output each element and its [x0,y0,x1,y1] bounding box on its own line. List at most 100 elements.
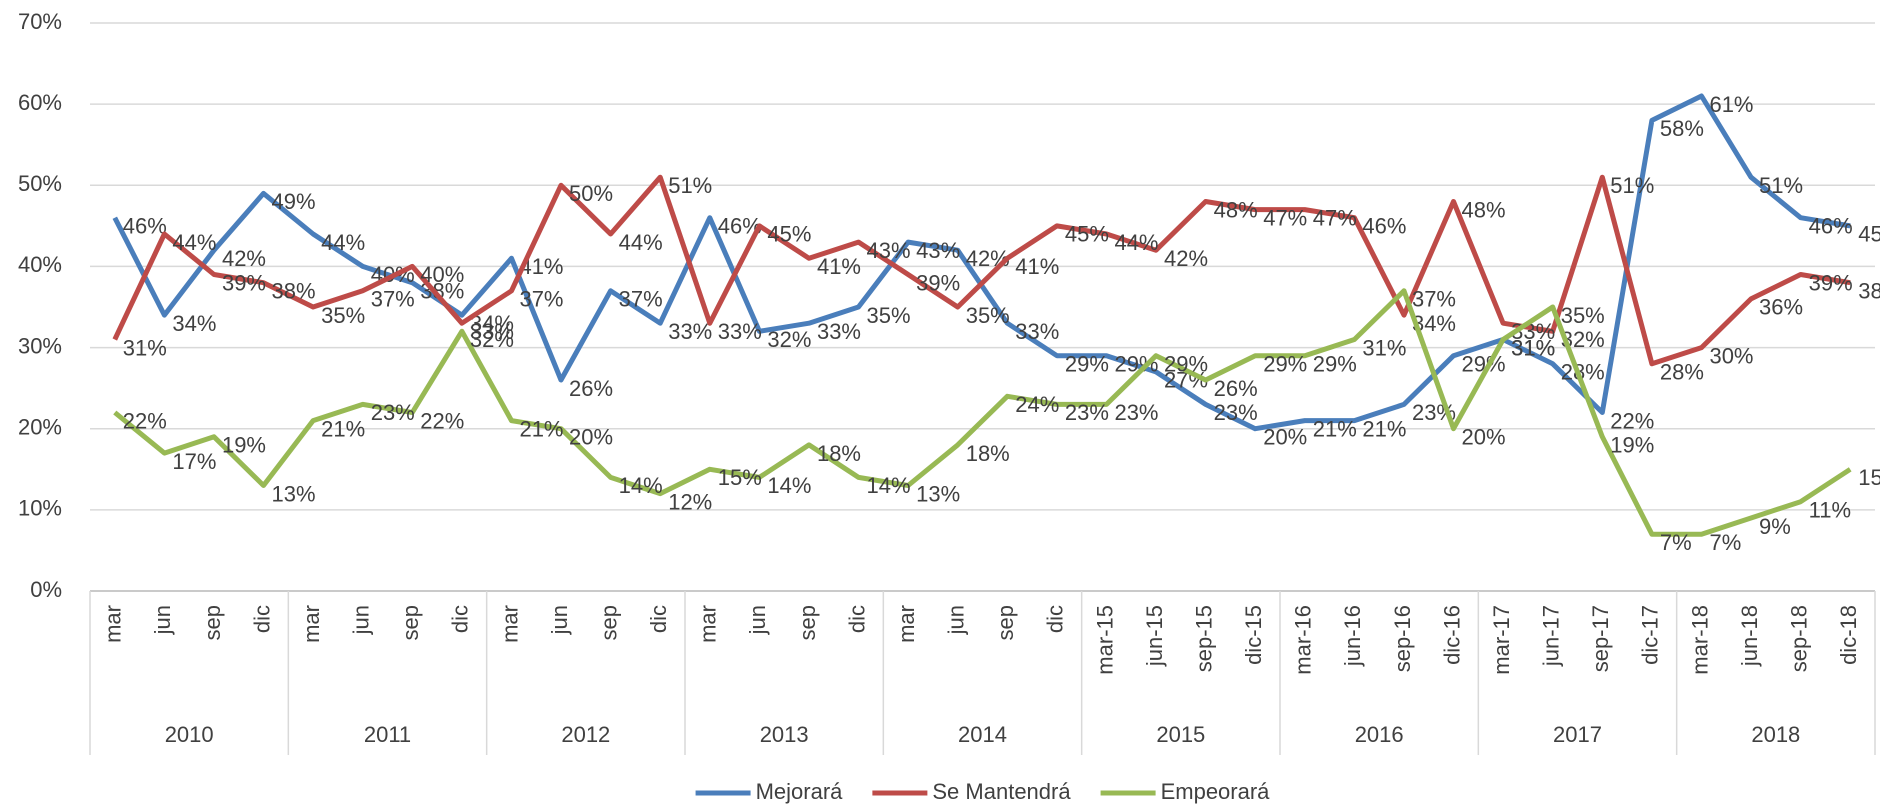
y-tick-label: 40% [18,252,62,277]
y-tick-label: 20% [18,415,62,440]
data-label: 23% [1214,400,1258,425]
x-tick-label: jun [547,605,572,635]
data-label: 22% [123,408,167,433]
x-tick-label: mar-17 [1489,605,1514,675]
data-label: 19% [1610,433,1654,458]
x-tick-label: dic [448,605,473,633]
data-label: 30% [1709,343,1753,368]
data-label: 51% [668,173,712,198]
data-label: 33% [718,319,762,344]
legend-label: Empeorará [1161,779,1271,804]
data-label: 46% [1362,214,1406,239]
data-label: 21% [519,416,563,441]
data-label: 18% [966,441,1010,466]
data-label: 37% [371,287,415,312]
data-label: 21% [1362,416,1406,441]
data-label: 9% [1759,514,1791,539]
data-label: 49% [272,189,316,214]
data-label: 31% [1511,335,1555,360]
x-tick-label: jun [745,605,770,635]
data-label: 15% [1858,465,1880,490]
x-tick-label: sep-18 [1786,605,1811,672]
data-label: 11% [1809,498,1851,523]
data-label: 35% [1561,303,1605,328]
data-label: 33% [668,319,712,344]
data-label: 37% [519,287,563,312]
data-label: 21% [1313,416,1357,441]
legend-item: Empeorará [1100,779,1271,804]
data-label: 36% [1759,295,1803,320]
data-label: 22% [420,408,464,433]
data-label: 19% [222,433,266,458]
data-label: 31% [123,335,167,360]
data-label: 34% [172,311,216,336]
x-tick-label: jun [944,605,969,635]
data-label: 37% [619,287,663,312]
y-tick-label: 60% [18,90,62,115]
data-label: 7% [1660,530,1692,555]
x-tick-label: mar [497,605,522,643]
group-label: 2016 [1355,722,1404,747]
data-label: 51% [1759,173,1803,198]
data-label: 7% [1709,530,1741,555]
data-label: 43% [916,238,960,263]
data-label: 13% [272,481,316,506]
data-label: 44% [619,230,663,255]
x-tick-label: sep-15 [1191,605,1216,672]
x-tick-label: mar [101,605,126,643]
x-tick-label: sep [200,605,225,640]
data-label: 33% [817,319,861,344]
data-label: 12% [668,489,712,514]
x-tick-label: dic-15 [1241,605,1266,665]
data-label: 58% [1660,116,1704,141]
data-label: 45% [1858,222,1880,247]
x-tick-label: sep-16 [1390,605,1415,672]
series-line [112,93,1851,432]
data-label: 47% [1263,205,1307,230]
group-label: 2010 [165,722,214,747]
x-tick-label: sep-17 [1588,605,1613,672]
x-tick-label: dic-18 [1836,605,1861,665]
legend-item: Se Mantendrá [872,779,1071,804]
group-label: 2013 [760,722,809,747]
x-tick-label: jun [349,605,374,635]
group-label: 2017 [1553,722,1602,747]
series-line [112,174,1851,367]
x-tick-label: mar-18 [1687,605,1712,675]
y-tick-label: 10% [18,496,62,521]
data-label: 40% [420,262,464,287]
legend-label: Se Mantendrá [932,779,1071,804]
data-label: 42% [1164,246,1208,271]
x-tick-label: mar-16 [1291,605,1316,675]
data-label: 46% [1809,214,1853,239]
x-tick-label: mar [299,605,324,643]
group-label: 2014 [958,722,1007,747]
x-tick-label: jun-18 [1737,605,1762,667]
data-label: 44% [321,230,365,255]
legend-label: Mejorará [756,779,844,804]
data-label: 48% [1462,197,1506,222]
data-label: 15% [718,465,762,490]
data-label: 23% [1065,400,1109,425]
data-label: 46% [123,214,167,239]
x-tick-label: sep [993,605,1018,640]
x-tick-label: dic [249,605,274,633]
data-label: 24% [1015,392,1059,417]
data-label: 32% [767,327,811,352]
x-tick-label: dic [1043,605,1068,633]
data-label: 35% [966,303,1010,328]
data-label: 51% [1610,173,1654,198]
x-tick-label: jun-17 [1539,605,1564,667]
data-label: 22% [1610,408,1654,433]
data-label: 38% [272,278,316,303]
data-label: 26% [1214,376,1258,401]
data-label: 29% [1164,351,1208,376]
y-tick-label: 50% [18,171,62,196]
data-label: 42% [966,246,1010,271]
data-label: 50% [569,181,613,206]
data-label: 41% [1015,254,1059,279]
data-label: 14% [619,473,663,498]
data-label: 23% [1114,400,1158,425]
y-tick-label: 70% [18,9,62,34]
